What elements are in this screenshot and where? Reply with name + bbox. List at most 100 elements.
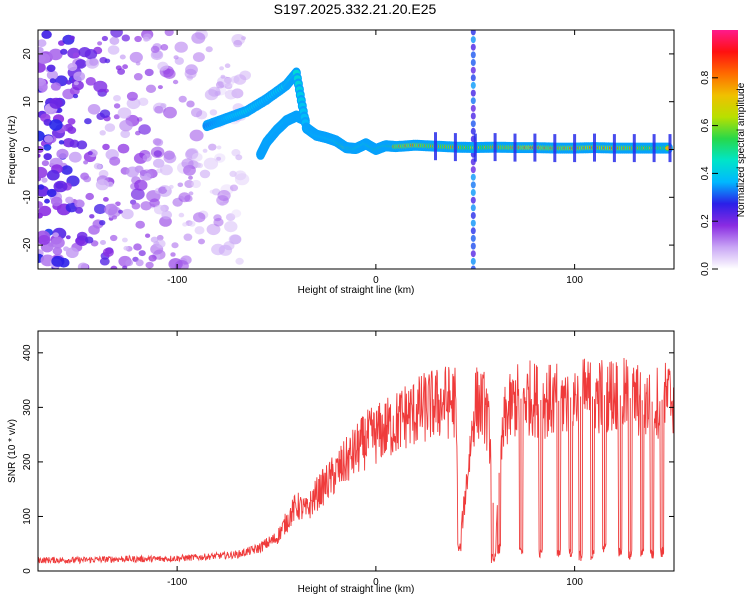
vertical-line-segment [470, 204, 476, 212]
noise-blob [38, 53, 51, 64]
noise-blob [228, 234, 242, 245]
y-tick-label: 300 [22, 399, 33, 416]
noise-blob [154, 138, 164, 147]
noise-blob [122, 265, 128, 269]
noise-blob [208, 143, 217, 151]
noise-blob [118, 209, 123, 214]
noise-blob [125, 259, 134, 267]
noise-blob [177, 182, 184, 188]
noise-blob [103, 197, 109, 202]
vertical-line-segment [470, 66, 476, 74]
noise-blob [43, 153, 52, 161]
noise-blob [199, 169, 211, 179]
noise-blob [87, 104, 101, 115]
y-tick-label: -10 [22, 190, 33, 205]
noise-blob [205, 46, 213, 53]
noise-blob [113, 103, 121, 109]
vertical-line-segment [470, 257, 476, 265]
vertical-line-segment [470, 97, 476, 105]
noise-blob [73, 71, 86, 82]
noise-blob [157, 85, 163, 90]
noise-blob [209, 189, 215, 194]
noise-blob [150, 236, 159, 243]
noise-blob [65, 235, 71, 240]
noise-blob [49, 119, 63, 131]
noise-blob [192, 52, 205, 63]
noise-blob [53, 180, 68, 193]
colorbar-label: Normalized spectral amplitude [736, 82, 747, 217]
noise-blob [100, 240, 106, 245]
noise-blob [159, 164, 173, 176]
noise-blob [235, 154, 243, 161]
noise-blob [183, 233, 193, 241]
vertical-line-segment [470, 196, 476, 204]
noise-blob [38, 184, 45, 190]
snr-y-ticks: 0 100 200 300 400 [22, 344, 674, 574]
noise-blob [38, 78, 43, 83]
noise-blob [229, 170, 237, 177]
noise-blob [198, 238, 205, 245]
noise-blob [44, 135, 54, 143]
vertical-line-segment [470, 234, 476, 242]
noise-blob [117, 143, 130, 154]
snr-y-axis-label: SNR (10 * v/v) [7, 419, 18, 483]
noise-blob [174, 41, 188, 53]
noise-blob [216, 156, 222, 161]
noise-blob [145, 261, 154, 269]
track-artifact [553, 134, 557, 163]
noise-blob [186, 100, 195, 108]
noise-blob [46, 169, 60, 181]
snr-panel: -100 0 100 0 100 200 300 400 Height of straigh… [7, 330, 675, 595]
noise-blob [191, 32, 206, 44]
noise-blob [138, 250, 146, 257]
noise-blob [113, 114, 120, 120]
noise-blob [126, 97, 141, 110]
noise-blob [192, 152, 203, 162]
noise-blob [46, 64, 56, 73]
noise-blob [41, 160, 50, 167]
noise-blob [133, 243, 142, 251]
noise-blob [84, 118, 92, 125]
colorbar-tick-label: 0.4 [700, 166, 711, 180]
noise-blob [129, 51, 143, 63]
noise-blob [110, 30, 123, 38]
noise-blob [140, 201, 152, 211]
noise-blob [231, 88, 244, 99]
colorbar: 0.0 0.2 0.4 0.6 0.8 Normalized spectral ampl… [700, 30, 747, 276]
noise-blob [135, 220, 145, 229]
noise-blob [182, 222, 188, 227]
noise-blob [99, 130, 106, 136]
noise-blob [49, 78, 56, 84]
noise-blob [224, 82, 233, 90]
track-artifact [473, 133, 477, 162]
noise-blob [97, 41, 103, 46]
noise-blob [173, 55, 179, 60]
noise-blob [191, 179, 202, 189]
noise-blob [230, 75, 240, 84]
noise-blob [203, 157, 219, 170]
noise-blob [163, 68, 176, 79]
vertical-line-segment [470, 127, 476, 135]
noise-blob [204, 89, 219, 101]
noise-blob [143, 36, 150, 42]
noise-blob [38, 176, 42, 182]
vertical-line-segment [470, 227, 476, 235]
noise-blob [144, 68, 154, 77]
noise-blob [99, 257, 110, 266]
noise-blob [60, 48, 68, 55]
noise-blob [134, 179, 148, 191]
noise-blob [46, 70, 59, 80]
noise-blob [41, 177, 48, 183]
noise-blob [131, 202, 141, 210]
noise-blob [220, 74, 226, 79]
noise-blob [113, 95, 121, 102]
noise-blob [218, 244, 233, 256]
y-tick-label: 200 [22, 453, 33, 470]
noise-blob [85, 192, 94, 201]
track-artifact [453, 133, 457, 162]
noise-blob [235, 257, 244, 265]
spectrogram-x-axis-label: Height of straight line (km) [298, 285, 415, 296]
noise-blob [41, 30, 52, 39]
track-artifact [434, 132, 437, 161]
